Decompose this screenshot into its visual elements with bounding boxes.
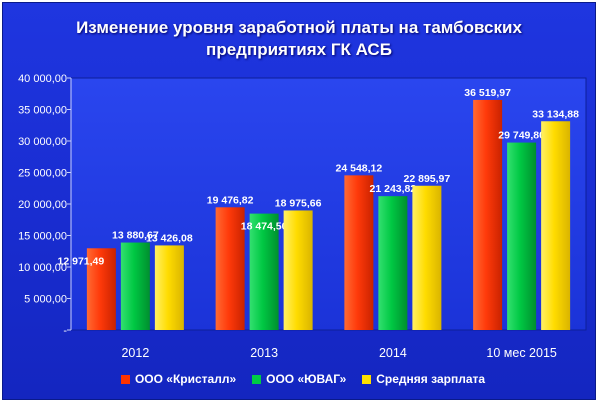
data-label: 33 134,88 (532, 108, 579, 120)
data-label: 12 971,49 (58, 255, 105, 267)
y-tick-label: 30 000,00 (18, 136, 67, 148)
y-tick-label: 5 000,00 (24, 294, 67, 306)
data-label: 36 519,97 (464, 87, 511, 99)
y-tick-label: 15 000,00 (18, 231, 67, 243)
data-label: 19 476,82 (207, 194, 254, 206)
legend-swatch (252, 374, 262, 384)
chart-title-line-1: Изменение уровня заработной платы на там… (76, 18, 522, 37)
y-tick-label: - (63, 325, 67, 337)
y-tick-label: 20 000,00 (18, 199, 67, 211)
bar (344, 175, 374, 330)
bar (120, 242, 150, 330)
legend-swatch (362, 374, 372, 384)
y-tick-label: 40 000,00 (18, 73, 67, 85)
data-label: 29 749,80 (498, 130, 545, 142)
legend-item: ООО «ЮВАГ» (252, 372, 346, 386)
legend-swatch (120, 374, 130, 384)
y-tick-label: 35 000,00 (18, 105, 67, 117)
legend-label: ООО «Кристалл» (134, 372, 237, 386)
bar (507, 142, 537, 330)
bar-chart: - 5 000,00 10 000,00 15 000,00 20 000,00 25 0… (18, 73, 587, 360)
chart-legend: ООО «Кристалл» ООО «ЮВАГ» Средняя зарпла… (93, 372, 513, 386)
legend-label: ООО «ЮВАГ» (266, 372, 347, 386)
bar (378, 196, 408, 330)
bar (86, 248, 116, 330)
x-tick-label: 2012 (121, 346, 149, 360)
legend-label: Средняя зарплата (376, 372, 486, 386)
bar (473, 99, 503, 330)
y-tick-label: 25 000,00 (18, 168, 67, 180)
data-label: 18 474,50 (241, 221, 288, 233)
data-label: 18 975,66 (275, 197, 322, 209)
x-tick-label: 2013 (250, 346, 278, 360)
y-tick-label: 10 000,00 (18, 262, 67, 274)
data-label: 24 548,12 (336, 162, 383, 174)
bar (154, 245, 184, 330)
bar (283, 210, 313, 330)
bar (249, 213, 279, 330)
chart-title: Изменение уровня заработной платы на там… (3, 17, 595, 61)
data-label: 13 426,08 (146, 232, 193, 244)
legend-item: ООО «Кристалл» (120, 372, 237, 386)
bar (412, 185, 442, 330)
data-label: 22 895,97 (404, 173, 451, 185)
chart-title-line-2: предприятиях ГК АСБ (206, 40, 392, 59)
data-label: 13 880,67 (112, 230, 159, 242)
x-tick-label: 2014 (379, 346, 407, 360)
bar (541, 121, 571, 330)
x-tick-label: 10 мес 2015 (486, 346, 557, 360)
legend-item: Средняя зарплата (362, 372, 485, 386)
bar (215, 207, 245, 330)
data-label: 21 243,82 (370, 183, 417, 195)
